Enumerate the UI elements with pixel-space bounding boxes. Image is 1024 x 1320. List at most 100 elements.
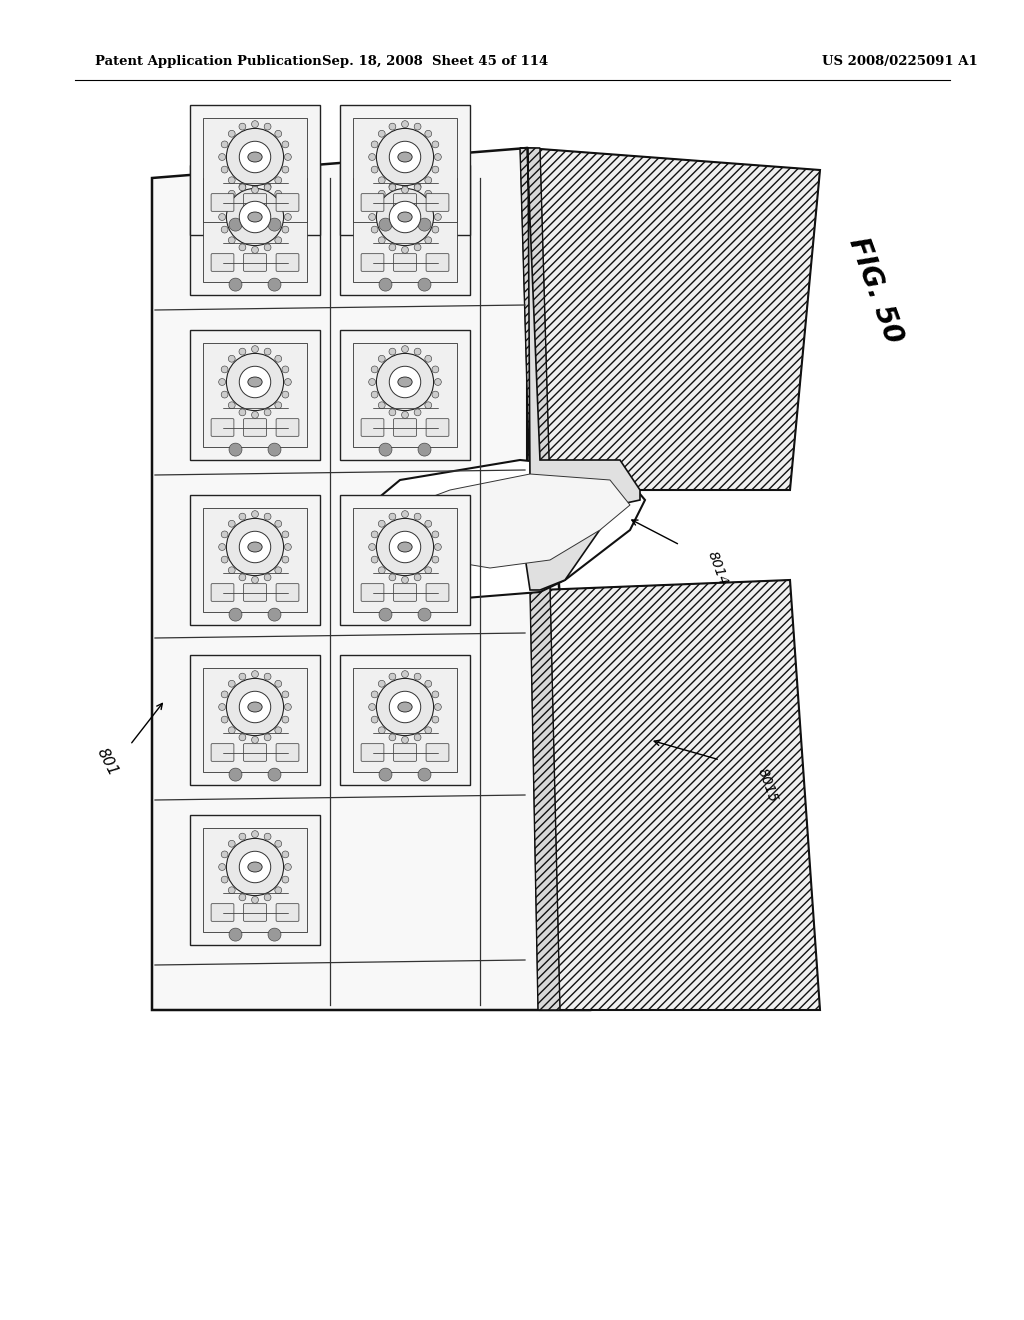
Circle shape: [252, 181, 258, 187]
Text: Sep. 18, 2008  Sheet 45 of 114: Sep. 18, 2008 Sheet 45 of 114: [322, 55, 548, 69]
Polygon shape: [190, 330, 319, 459]
Circle shape: [414, 513, 421, 520]
Circle shape: [282, 366, 289, 372]
Circle shape: [282, 851, 289, 858]
Polygon shape: [340, 330, 470, 459]
Circle shape: [282, 876, 289, 883]
Circle shape: [425, 680, 432, 688]
Circle shape: [377, 678, 433, 735]
Circle shape: [434, 379, 441, 385]
Circle shape: [264, 894, 271, 900]
Circle shape: [228, 190, 236, 197]
FancyBboxPatch shape: [276, 743, 299, 762]
Polygon shape: [203, 343, 307, 447]
FancyBboxPatch shape: [393, 253, 417, 272]
Circle shape: [371, 556, 378, 564]
Circle shape: [239, 574, 246, 581]
FancyBboxPatch shape: [244, 904, 266, 921]
Circle shape: [377, 519, 433, 576]
Circle shape: [221, 166, 228, 173]
Circle shape: [418, 444, 431, 457]
Circle shape: [389, 673, 396, 680]
Circle shape: [378, 236, 385, 244]
Polygon shape: [353, 668, 457, 772]
Circle shape: [418, 279, 431, 292]
Circle shape: [414, 734, 421, 741]
Ellipse shape: [398, 543, 412, 552]
FancyBboxPatch shape: [361, 253, 384, 272]
Circle shape: [425, 520, 432, 527]
FancyBboxPatch shape: [361, 418, 384, 437]
Ellipse shape: [248, 702, 262, 711]
Circle shape: [389, 513, 396, 520]
Circle shape: [226, 519, 284, 576]
Circle shape: [369, 153, 376, 161]
Circle shape: [389, 409, 396, 416]
Circle shape: [285, 379, 291, 385]
Circle shape: [378, 727, 385, 734]
Circle shape: [282, 226, 289, 234]
Circle shape: [226, 128, 284, 186]
Ellipse shape: [398, 152, 412, 162]
Circle shape: [221, 366, 228, 372]
FancyBboxPatch shape: [426, 194, 449, 211]
Circle shape: [425, 566, 432, 574]
Circle shape: [371, 141, 378, 148]
Circle shape: [228, 887, 236, 894]
Circle shape: [418, 609, 431, 622]
Circle shape: [252, 346, 258, 352]
Polygon shape: [203, 508, 307, 612]
Ellipse shape: [248, 543, 262, 552]
Polygon shape: [353, 178, 457, 282]
Circle shape: [401, 511, 409, 517]
Circle shape: [239, 409, 246, 416]
Polygon shape: [340, 106, 470, 235]
Circle shape: [425, 727, 432, 734]
Circle shape: [274, 887, 282, 894]
Circle shape: [378, 131, 385, 137]
Circle shape: [414, 123, 421, 131]
Circle shape: [369, 379, 376, 385]
Circle shape: [252, 896, 258, 903]
Circle shape: [228, 236, 236, 244]
Circle shape: [264, 833, 271, 840]
Circle shape: [282, 531, 289, 537]
Circle shape: [434, 544, 441, 550]
Circle shape: [252, 247, 258, 253]
Circle shape: [434, 214, 441, 220]
FancyBboxPatch shape: [211, 743, 233, 762]
Polygon shape: [190, 655, 319, 785]
Circle shape: [285, 704, 291, 710]
Circle shape: [378, 401, 385, 409]
Circle shape: [229, 444, 242, 457]
Circle shape: [226, 678, 284, 735]
Circle shape: [285, 214, 291, 220]
Polygon shape: [190, 165, 319, 294]
Text: 801: 801: [93, 746, 121, 779]
Circle shape: [432, 690, 439, 698]
Circle shape: [239, 833, 246, 840]
Circle shape: [282, 391, 289, 399]
Circle shape: [414, 183, 421, 190]
Polygon shape: [530, 585, 560, 1010]
Circle shape: [389, 244, 396, 251]
Ellipse shape: [248, 213, 262, 222]
Circle shape: [379, 279, 392, 292]
Ellipse shape: [248, 152, 262, 162]
Circle shape: [379, 609, 392, 622]
Polygon shape: [190, 495, 319, 624]
Circle shape: [264, 734, 271, 741]
Polygon shape: [360, 459, 645, 601]
Circle shape: [285, 863, 291, 870]
FancyBboxPatch shape: [244, 253, 266, 272]
Circle shape: [221, 226, 228, 234]
Circle shape: [371, 226, 378, 234]
FancyBboxPatch shape: [426, 418, 449, 437]
Circle shape: [282, 556, 289, 564]
Text: 8015: 8015: [755, 766, 780, 804]
FancyBboxPatch shape: [276, 583, 299, 602]
Circle shape: [274, 236, 282, 244]
Circle shape: [228, 520, 236, 527]
Circle shape: [239, 183, 246, 191]
Circle shape: [228, 680, 236, 688]
